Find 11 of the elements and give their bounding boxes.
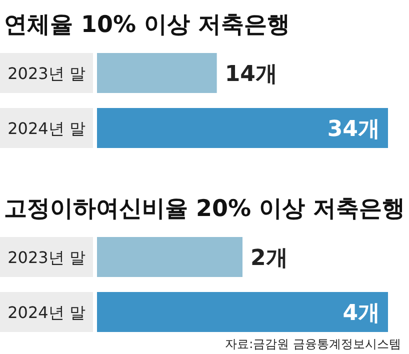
category: 2023년 말: [8, 64, 86, 83]
title: 고정이하여신비율 20% 이상 저축은행: [4, 196, 406, 222]
annotation: 자료:금감원 금융통계정보시스템: [225, 337, 401, 351]
value-label: 2개: [250, 246, 288, 271]
value-label: 14개: [224, 62, 278, 87]
value-label: 4개: [342, 301, 380, 326]
title: 연체율 10% 이상 저축은행: [4, 12, 290, 38]
value-label: 34개: [327, 117, 380, 142]
category: 2024년 말: [8, 119, 86, 138]
category: 2023년 말: [8, 248, 86, 267]
category: 2024년 말: [8, 303, 86, 322]
